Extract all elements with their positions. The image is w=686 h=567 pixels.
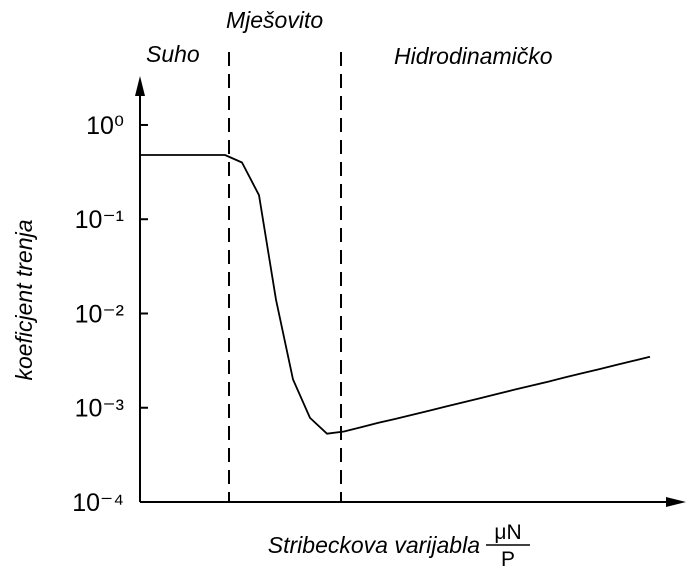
y-tick-label: 10⁻⁴	[72, 489, 124, 517]
x-axis-arrow	[666, 497, 686, 507]
curve	[140, 154, 651, 435]
region-label: Suho	[146, 41, 200, 67]
y-axis-arrow	[135, 76, 145, 96]
y-tick-label: 10⁰	[86, 112, 124, 140]
y-axis-label: koeficjent trenja	[11, 219, 37, 380]
fraction-denominator: P	[501, 548, 515, 567]
y-tick-label: 10⁻¹	[75, 206, 124, 234]
region-label: Mješovito	[226, 7, 323, 33]
y-tick-label: 10⁻³	[75, 395, 124, 423]
y-tick-label: 10⁻²	[75, 300, 124, 328]
fraction-numerator: μN	[494, 521, 521, 544]
region-label: Hidrodinamičko	[394, 43, 553, 69]
x-axis-label: Stribeckova varijabla	[268, 532, 480, 558]
